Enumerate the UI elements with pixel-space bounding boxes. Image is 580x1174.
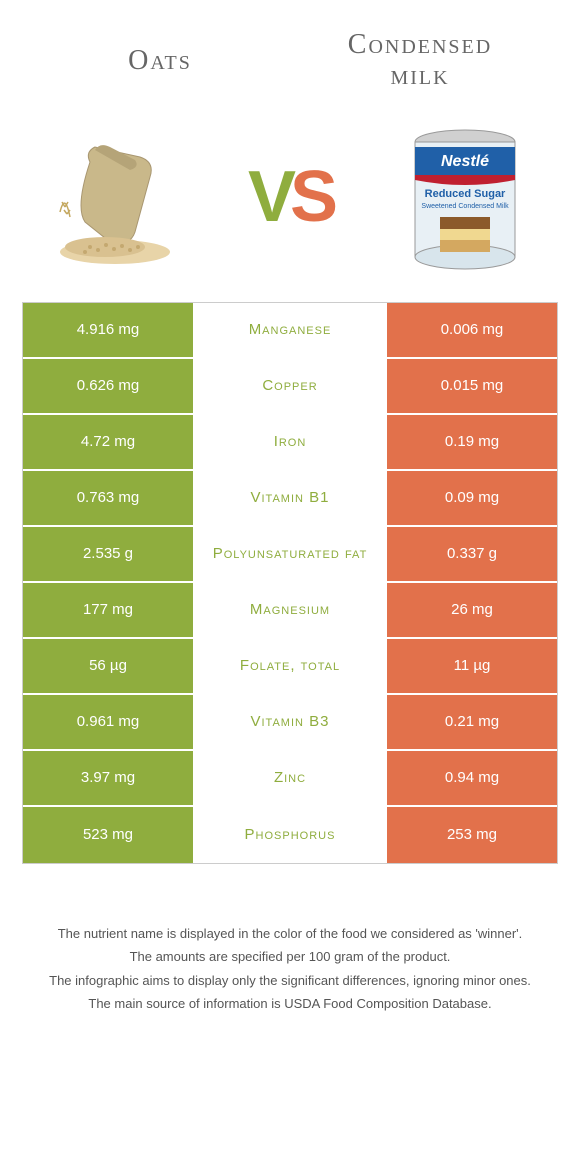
right-value: 0.337 g [387,527,557,581]
right-food-title: Condensed milk [290,30,550,92]
right-value: 26 mg [387,583,557,637]
footer-line: The main source of information is USDA F… [40,994,540,1014]
right-value: 0.09 mg [387,471,557,525]
right-value: 0.21 mg [387,695,557,749]
condensed-milk-image: Nestlé Reduced Sugar Sweetened Condensed… [390,122,540,272]
nutrient-name: Zinc [193,751,387,805]
left-value: 0.961 mg [23,695,193,749]
right-value: 11 µg [387,639,557,693]
images-row: VS Nestlé Reduced Sugar Sweetened Conden… [0,102,580,302]
oats-sack-icon [40,122,190,272]
table-row: 4.72 mgIron0.19 mg [23,415,557,471]
footer-line: The amounts are specified per 100 gram o… [40,947,540,967]
left-value: 177 mg [23,583,193,637]
left-value: 4.72 mg [23,415,193,469]
nutrient-name: Folate, total [193,639,387,693]
left-value: 56 µg [23,639,193,693]
nutrient-name: Magnesium [193,583,387,637]
svg-text:Nestlé: Nestlé [441,153,489,170]
oats-image [40,122,190,272]
left-value: 0.626 mg [23,359,193,413]
table-row: 4.916 mgManganese0.006 mg [23,303,557,359]
left-value: 0.763 mg [23,471,193,525]
table-row: 177 mgMagnesium26 mg [23,583,557,639]
right-value: 0.94 mg [387,751,557,805]
nutrient-name: Vitamin B3 [193,695,387,749]
nutrient-name: Vitamin B1 [193,471,387,525]
right-value: 0.006 mg [387,303,557,357]
header: Oats Condensed milk [0,0,580,102]
left-value: 523 mg [23,807,193,863]
left-value: 2.535 g [23,527,193,581]
left-value: 3.97 mg [23,751,193,805]
left-food-title: Oats [30,45,290,77]
nutrient-name: Polyunsaturated fat [193,527,387,581]
footer-notes: The nutrient name is displayed in the co… [40,924,540,1014]
left-value: 4.916 mg [23,303,193,357]
milk-can-icon: Nestlé Reduced Sugar Sweetened Condensed… [400,122,530,272]
vs-label: VS [248,156,332,238]
table-row: 0.763 mgVitamin B10.09 mg [23,471,557,527]
vs-v: V [248,157,290,237]
table-row: 523 mgPhosphorus253 mg [23,807,557,863]
table-row: 0.626 mgCopper0.015 mg [23,359,557,415]
right-value: 0.015 mg [387,359,557,413]
footer-line: The infographic aims to display only the… [40,971,540,991]
nutrient-name: Phosphorus [193,807,387,863]
table-row: 56 µgFolate, total11 µg [23,639,557,695]
table-row: 0.961 mgVitamin B30.21 mg [23,695,557,751]
footer-line: The nutrient name is displayed in the co… [40,924,540,944]
vs-s: S [290,157,332,237]
nutrient-name: Iron [193,415,387,469]
svg-text:Reduced Sugar: Reduced Sugar [425,188,506,200]
nutrient-name: Manganese [193,303,387,357]
table-row: 3.97 mgZinc0.94 mg [23,751,557,807]
nutrient-name: Copper [193,359,387,413]
right-value: 0.19 mg [387,415,557,469]
svg-text:Sweetened Condensed Milk: Sweetened Condensed Milk [421,203,509,210]
right-value: 253 mg [387,807,557,863]
nutrient-table: 4.916 mgManganese0.006 mg0.626 mgCopper0… [22,302,558,864]
table-row: 2.535 gPolyunsaturated fat0.337 g [23,527,557,583]
